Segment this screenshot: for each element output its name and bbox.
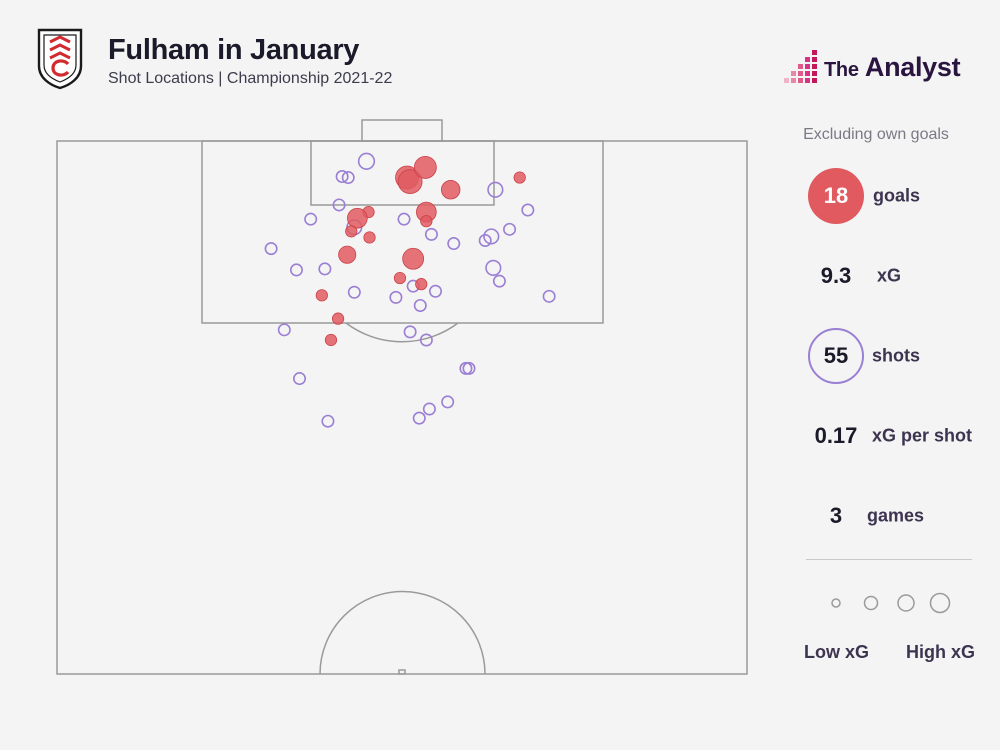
stat-label: games [867, 505, 925, 526]
legend-dot-s [863, 595, 879, 611]
goal-marker [345, 225, 358, 238]
shot-marker [485, 259, 502, 277]
stat-label: xG [877, 265, 902, 286]
shots-circle [808, 328, 864, 384]
analyst-brand: The Analyst [778, 48, 988, 90]
legend-dot-xs [831, 598, 841, 608]
chart-subtitle: Shot Locations | Championship 2021-22 [108, 70, 393, 87]
penalty-arc [345, 322, 459, 343]
goal-marker [315, 289, 328, 302]
shot-marker [293, 372, 307, 386]
goal-marker [420, 215, 433, 228]
shot-marker [521, 203, 535, 217]
shot-marker [424, 227, 438, 241]
shot-marker [347, 285, 361, 299]
stat-value: 9.3 [820, 263, 852, 288]
shot-marker [483, 228, 500, 245]
fulham-crest-icon [37, 28, 83, 90]
goal-marker [393, 271, 407, 285]
stat-goals: 18 goals [770, 166, 1000, 226]
goal-marker [363, 231, 376, 244]
shot-marker [441, 395, 455, 409]
analyst-logo-icon [784, 50, 817, 83]
half-pitch-outline [56, 140, 748, 675]
brand-the: The [824, 59, 859, 81]
goal-marker [513, 171, 526, 184]
stat-label: xG per shot [872, 425, 973, 446]
shot-marker [413, 298, 427, 312]
stat-games: 3 games [770, 486, 1000, 546]
legend-low-label: Low xG [804, 642, 870, 662]
shot-marker [462, 361, 476, 375]
stat-shots: 55 shots [770, 326, 1000, 386]
shot-marker [357, 152, 376, 170]
goal-marker [441, 180, 461, 200]
sidebar-divider [806, 559, 972, 560]
stat-label: goals [873, 185, 921, 206]
goal-marker [338, 245, 357, 264]
legend-dot-l [929, 592, 951, 614]
stat-value: 0.17 [814, 423, 858, 448]
shot-marker [321, 414, 335, 428]
shot-marker [503, 222, 517, 236]
shot-marker [289, 263, 303, 277]
goal-marker [347, 207, 368, 229]
own-goals-note: Excluding own goals [803, 126, 949, 143]
goal-marker [402, 247, 425, 270]
shot-marker [403, 325, 417, 339]
shot-marker [487, 181, 504, 198]
shot-marker [341, 171, 355, 185]
shot-marker [318, 262, 332, 276]
shots-layer [264, 152, 556, 428]
analyst-wordmark: The Analyst [824, 52, 961, 83]
shot-marker [478, 233, 492, 248]
goals-layer [315, 155, 526, 347]
shot-marker [542, 289, 556, 303]
pitch-lines [56, 119, 748, 675]
shot-marker [422, 402, 436, 416]
shot-marker [335, 170, 349, 184]
goal-marker [324, 333, 338, 347]
xg-size-legend [831, 592, 951, 614]
shot-marker [277, 323, 291, 337]
stat-value: 18 [823, 183, 849, 208]
shot-marker [304, 212, 318, 226]
goal [361, 119, 443, 142]
shot-marker [447, 237, 461, 251]
shot-marker [332, 198, 346, 212]
brand-analyst: Analyst [864, 52, 961, 82]
stat-value: 3 [829, 503, 843, 528]
legend-high-label: High xG [906, 642, 976, 662]
goal-marker [397, 169, 423, 195]
centre-circle-arc [319, 590, 486, 675]
shot-marker [419, 333, 433, 347]
shot-marker [492, 274, 506, 288]
goals-circle [808, 168, 864, 224]
shot-marker [397, 212, 411, 226]
legend-dot-m [897, 594, 915, 612]
stat-value: 55 [823, 343, 849, 368]
goal-marker [415, 278, 428, 291]
chart-title: Fulham in January [108, 34, 360, 66]
stat-label: shots [872, 345, 921, 366]
stat-xg: 9.3 xG [770, 246, 1000, 306]
shot-marker [428, 284, 442, 298]
shot-marker [264, 242, 278, 256]
shot-map [56, 119, 748, 675]
shot-marker [389, 290, 403, 304]
goal-marker [413, 155, 437, 179]
centre-spot [398, 669, 406, 675]
goal-marker [331, 312, 345, 325]
shot-marker [412, 411, 426, 425]
stat-xg-per-shot: 0.17 xG per shot [770, 406, 1000, 466]
